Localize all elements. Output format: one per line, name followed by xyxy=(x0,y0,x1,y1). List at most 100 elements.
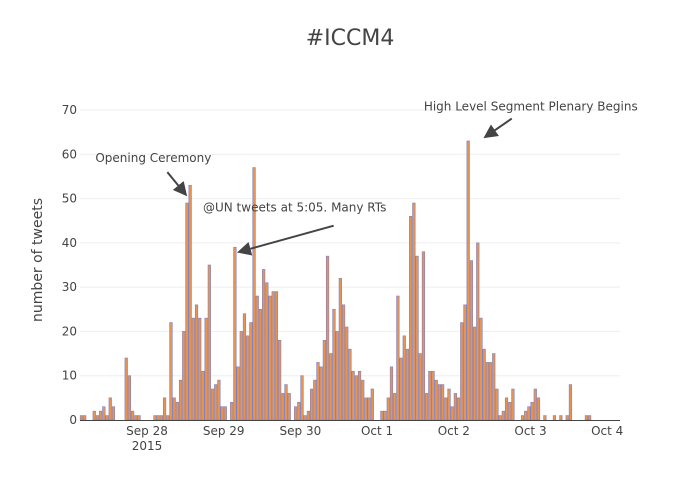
bar xyxy=(262,269,266,421)
bar xyxy=(239,331,243,421)
bar xyxy=(361,379,365,421)
bar xyxy=(265,282,269,421)
chart-title: #ICCM4 xyxy=(305,26,395,51)
bar xyxy=(207,264,211,421)
bar xyxy=(415,255,419,421)
bar xyxy=(131,410,135,421)
bar xyxy=(300,375,304,421)
bar xyxy=(543,415,547,421)
bar xyxy=(162,397,167,421)
bar xyxy=(105,415,109,421)
bar xyxy=(278,339,282,421)
bar xyxy=(447,388,451,421)
bar xyxy=(511,388,515,421)
bar xyxy=(108,397,112,421)
bar xyxy=(421,251,426,421)
bar xyxy=(354,375,358,421)
bar xyxy=(294,406,298,421)
x-tick-label: Sep 29 xyxy=(203,424,245,438)
bar xyxy=(428,370,432,421)
bar xyxy=(306,410,310,421)
bar xyxy=(453,393,457,421)
bar xyxy=(476,242,480,421)
bar xyxy=(351,370,355,421)
bar xyxy=(316,362,320,421)
y-axis-ticks: 0 10 20 30 40 50 60 70 xyxy=(62,103,77,427)
bar xyxy=(472,326,477,421)
bar xyxy=(335,331,339,421)
bar xyxy=(185,202,189,421)
bar xyxy=(479,317,483,421)
bar xyxy=(412,202,416,421)
bar xyxy=(223,406,227,421)
bar xyxy=(198,317,202,421)
bar xyxy=(402,335,406,421)
bar xyxy=(345,326,349,421)
bar xyxy=(249,322,253,421)
y-tick-label: 10 xyxy=(62,369,77,383)
bar xyxy=(482,348,486,421)
y-tick-label: 20 xyxy=(62,324,77,338)
bar xyxy=(297,401,301,421)
bar xyxy=(246,335,250,421)
bar xyxy=(504,397,509,421)
bar xyxy=(488,362,493,421)
bar xyxy=(466,140,470,421)
bar xyxy=(370,388,374,421)
bar xyxy=(460,322,464,421)
bar xyxy=(405,348,410,421)
bar xyxy=(425,393,429,421)
bar xyxy=(463,304,467,421)
bar xyxy=(309,388,314,421)
bar xyxy=(492,353,496,421)
bar xyxy=(156,415,160,421)
bar xyxy=(182,331,186,421)
bar xyxy=(399,357,403,421)
bar xyxy=(217,379,221,421)
bar xyxy=(274,291,279,421)
bar xyxy=(242,313,247,421)
annotation-label: Opening Ceremony xyxy=(95,151,211,165)
bar xyxy=(469,260,473,421)
bar xyxy=(508,401,512,421)
bar xyxy=(396,295,400,421)
bar xyxy=(431,370,435,421)
bar xyxy=(552,415,557,421)
bar xyxy=(79,415,84,421)
bar xyxy=(341,304,346,421)
bar xyxy=(364,397,368,421)
bar xyxy=(271,291,275,421)
bar xyxy=(329,353,333,421)
bar xyxy=(127,375,132,421)
y-tick-label: 30 xyxy=(62,280,77,294)
bar xyxy=(568,384,573,421)
annotation-label: High Level Segment Plenary Begins xyxy=(424,100,638,114)
bar xyxy=(393,393,397,421)
bar xyxy=(332,308,336,421)
bar xyxy=(268,295,272,421)
bars xyxy=(79,140,592,421)
bar xyxy=(287,393,291,421)
bar xyxy=(450,406,454,421)
x-tick-label: Oct 4 xyxy=(591,424,623,438)
bar xyxy=(319,366,323,421)
grid-lines xyxy=(80,109,620,377)
bar xyxy=(441,384,445,421)
bar xyxy=(99,410,103,421)
bar xyxy=(83,415,87,421)
y-tick-label: 60 xyxy=(62,147,77,161)
bar xyxy=(437,384,442,421)
bar xyxy=(456,397,461,421)
bar xyxy=(236,366,240,421)
bar xyxy=(303,415,307,421)
bar xyxy=(258,308,263,421)
annotation-label: @UN tweets at 5:05. Many RTs xyxy=(203,201,386,215)
x-tick-label: Sep 28 xyxy=(126,424,168,438)
bar xyxy=(201,370,205,421)
bar xyxy=(357,370,362,421)
bar xyxy=(191,317,195,421)
bar xyxy=(214,384,218,421)
bar xyxy=(434,379,438,421)
bar xyxy=(92,410,96,421)
